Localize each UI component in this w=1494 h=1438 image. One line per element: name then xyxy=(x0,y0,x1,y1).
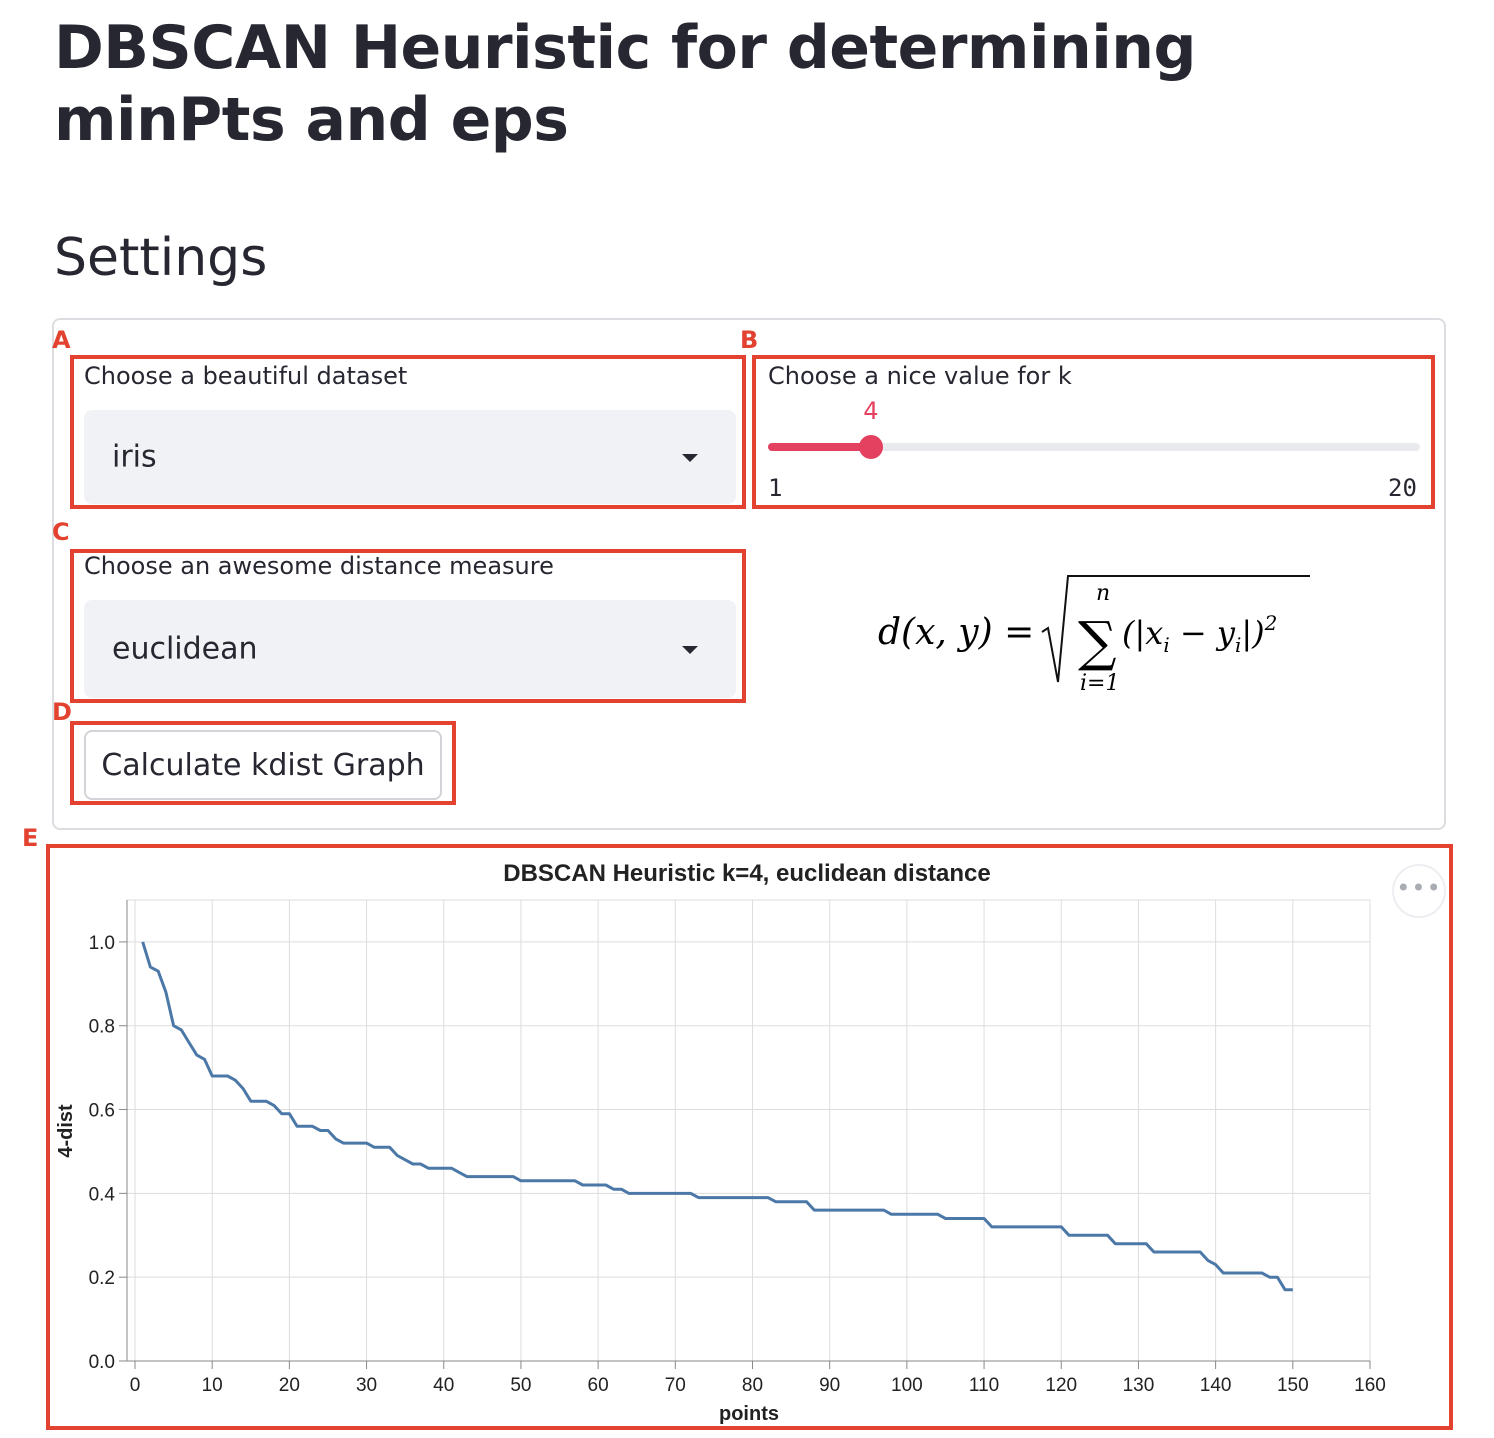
dataset-select[interactable]: iris xyxy=(84,410,736,504)
formula-lhs: d(x, y) = xyxy=(878,612,1034,653)
svg-text:(|xi − yi|)2: (|xi − yi|)2 xyxy=(1122,611,1277,657)
annotation-label-a: A xyxy=(52,326,71,354)
sqrt-sign xyxy=(1041,575,1310,683)
dataset-label: Choose a beautiful dataset xyxy=(84,362,408,390)
sigma-symbol: ∑ xyxy=(1078,610,1117,673)
k-slider-label: Choose a nice value for k xyxy=(768,362,1072,390)
annotation-label-e: E xyxy=(22,824,39,852)
k-slider-thumb[interactable] xyxy=(858,435,883,459)
settings-heading: Settings xyxy=(54,228,268,288)
page-title: DBSCAN Heuristic for determining minPts … xyxy=(54,13,1196,155)
annotation-label-b: B xyxy=(740,326,759,354)
dataset-select-value: iris xyxy=(112,439,157,475)
formula-sum-bottom: i=1 xyxy=(1080,671,1119,696)
formula-sub-y: i xyxy=(1235,633,1241,657)
k-slider-max: 20 xyxy=(1388,474,1417,502)
k-slider-fill xyxy=(768,443,871,451)
distance-select[interactable]: euclidean xyxy=(84,600,736,698)
calculate-kdist-button[interactable]: Calculate kdist Graph xyxy=(84,730,442,800)
distance-select-value: euclidean xyxy=(112,631,258,667)
annotation-box-c xyxy=(70,549,746,703)
distance-label: Choose an awesome distance measure xyxy=(84,552,554,580)
chevron-down-icon xyxy=(682,646,698,654)
annotation-box-e xyxy=(46,844,1453,1430)
annotation-label-c: C xyxy=(52,518,70,546)
k-slider-value: 4 xyxy=(863,397,879,425)
annotation-label-d: D xyxy=(52,698,72,726)
formula-close: |) xyxy=(1241,614,1264,652)
formula-sum-top: n xyxy=(1096,581,1110,606)
distance-formula: d(x, y) = n ∑ i=1 (|xi − yi|)2 xyxy=(872,570,1322,700)
more-horizontal-icon[interactable]: ••• xyxy=(1392,864,1446,918)
annotation-box-b xyxy=(752,355,1435,509)
formula-power: 2 xyxy=(1264,611,1278,635)
chart-title: DBSCAN Heuristic k=4, euclidean distance xyxy=(503,860,991,887)
formula-svg: d(x, y) = n ∑ i=1 (|xi − yi|)2 xyxy=(878,575,1310,696)
annotation-box-a xyxy=(70,355,746,509)
formula-sub-x: i xyxy=(1163,633,1169,657)
chevron-down-icon xyxy=(682,454,698,462)
formula-body: (|x xyxy=(1122,614,1163,652)
formula-minus: − y xyxy=(1170,614,1236,652)
annotation-box-d xyxy=(70,721,456,805)
settings-panel xyxy=(52,318,1446,830)
k-slider[interactable]: 4 xyxy=(768,397,1420,459)
k-slider-min: 1 xyxy=(768,474,783,502)
